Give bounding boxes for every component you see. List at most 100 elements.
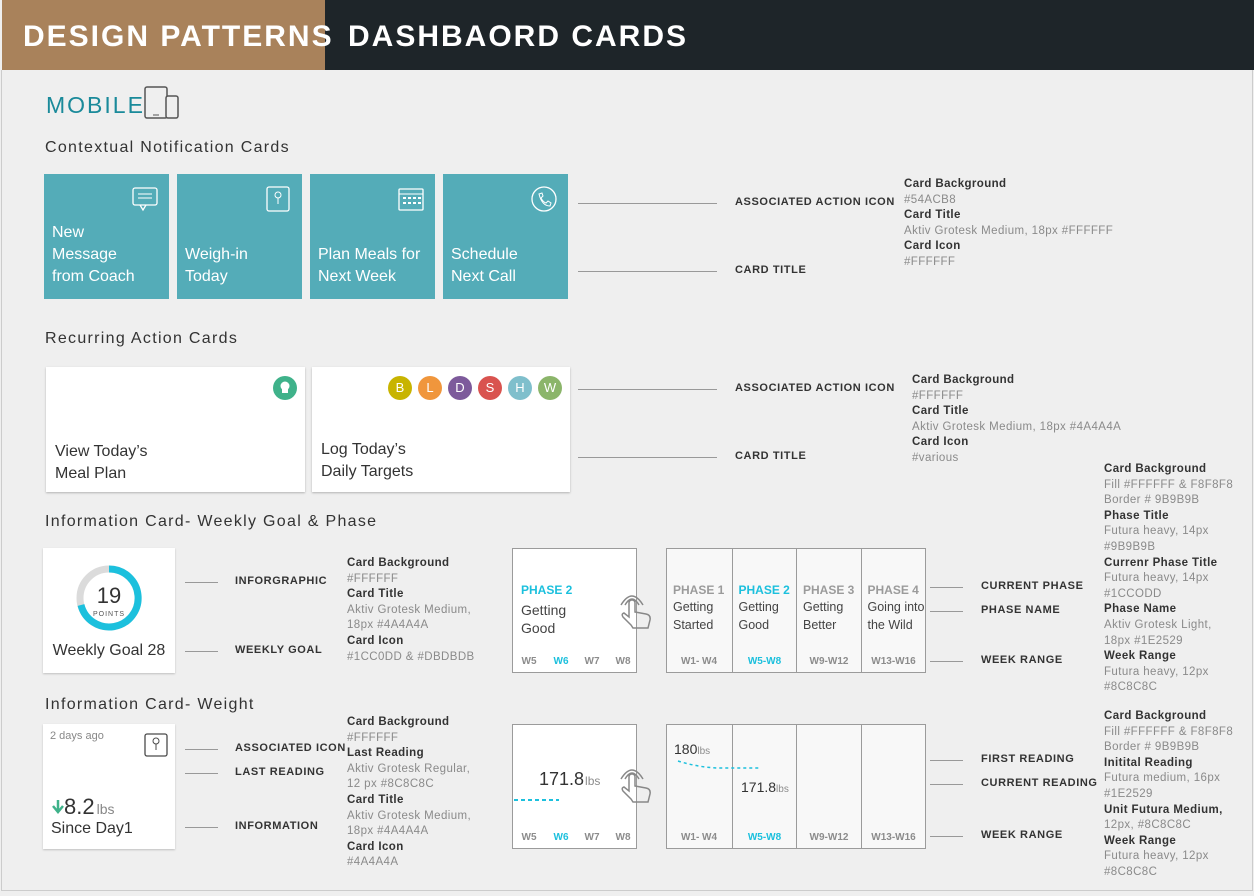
card-title: View Today’s Meal Plan (55, 441, 148, 485)
callout-line (930, 611, 963, 612)
section-title: Recurring Action Cards (45, 330, 239, 347)
notification-card: Plan Meals for Next Week (310, 174, 435, 299)
spec-label: Currenr Phase Title (1104, 556, 1218, 569)
spec-value: #FFFFFF (904, 255, 956, 268)
phase-name: Getting Good (521, 601, 566, 637)
meal-icon: W (538, 376, 562, 400)
first-unit: lbs (697, 746, 711, 757)
spec-label: Phase Name (1104, 603, 1177, 616)
week-label: W6 (553, 832, 569, 843)
phase-column: PHASE 4 Going into the Wild W13-W16 (860, 549, 926, 672)
week-column: W1- W4 (667, 725, 731, 848)
reading-unit: lbs (585, 774, 601, 788)
spec-label: Card Title (347, 793, 404, 806)
phase-name-line: Good (521, 620, 556, 636)
phase-name-line: Going into (867, 600, 925, 614)
callout-line (930, 587, 963, 588)
reading: 171.8lbs (539, 769, 600, 790)
spec-label: Week Range (1104, 650, 1177, 663)
spec-label: Initital Reading (1104, 756, 1193, 769)
spec-label: Card Title (347, 588, 404, 601)
platform-title: MOBILE (46, 92, 145, 118)
weight-small-card: 171.8lbs W5 W6 W7 W8 (512, 724, 651, 849)
phase-column: PHASE 1 Getting Started W1- W4 (667, 549, 731, 672)
spec-value: #9B9B9B (1104, 540, 1156, 553)
week-range: W13-W16 (871, 832, 916, 843)
card-title: Weigh-in Today (185, 244, 248, 288)
weight-card: 2 days ago 8.2 lbs Since Day1 (43, 724, 175, 849)
spec-value: #1CC0DD & #DBDBDB (347, 650, 475, 663)
first-reading: 180lbs (674, 741, 710, 757)
card-title-line: Log Today’s (321, 441, 406, 458)
spec-label: Phase Title (1104, 509, 1169, 522)
swipe-icon (611, 769, 657, 812)
spec-block: Card Background #54ACB8 Card Title Aktiv Gr… (904, 177, 1113, 271)
chef-icon (273, 376, 297, 405)
week-label: W8 (615, 832, 631, 843)
phase-name-line: Getting (803, 600, 844, 614)
spec-value: Futura heavy, 14px (1104, 525, 1209, 538)
card-title-line: Weigh-in (185, 246, 248, 263)
phase-name: Going into the Wild (868, 598, 925, 634)
spec-value: Fill #FFFFFF & F8F8F8 (1104, 478, 1234, 491)
callout-label: PHASE NAME (981, 604, 1061, 616)
notification-card: New Message from Coach (44, 174, 169, 299)
section-title: Information Card- Weekly Goal & Phase (45, 513, 378, 530)
spec-block: Card Background #FFFFFF Card Title Aktiv Gr… (347, 556, 475, 665)
spec-value: Aktiv Grotesk Medium, 18px #4A4A4A (912, 420, 1122, 433)
goal-unit: POINTS (92, 611, 126, 618)
card-title-line: from Coach (52, 268, 135, 285)
callout-line (578, 457, 717, 458)
callout-label: INFORMATION (235, 820, 319, 832)
reading-value: 171.8 (539, 769, 585, 789)
card-icon (264, 186, 292, 218)
spec-value: Futura medium, 16px (1104, 772, 1221, 785)
callout-label: WEEK RANGE (981, 654, 1063, 666)
action-card: View Today’s Meal Plan (46, 367, 305, 492)
current-reading: 171.8lbs (741, 779, 789, 795)
week-column: W5-W8 (731, 725, 797, 848)
week-label: W6 (553, 656, 569, 667)
current-unit: lbs (776, 784, 789, 795)
spec-value: #FFFFFF (347, 731, 399, 744)
callout-line (930, 760, 963, 761)
meal-icon: S (478, 376, 502, 400)
spec-label: Card Title (904, 209, 961, 222)
meal-icon: L (418, 376, 442, 400)
phase-name-line: the Wild (867, 618, 913, 632)
weight-value: 8.2 (64, 794, 95, 819)
card-title-line: Next Week (318, 268, 396, 285)
phase-name: Getting Better (803, 598, 843, 634)
goal-points: 19 (96, 583, 122, 608)
phase-name-line: Getting (521, 602, 567, 618)
spec-value: #various (912, 451, 959, 464)
card-title-line: Meal Plan (55, 465, 127, 482)
spec-value: 18px #4A4A4A (347, 825, 429, 838)
spec-value: Aktiv Grotesk Medium, (347, 809, 472, 822)
spec-value: 18px #1E2529 (1104, 634, 1183, 647)
week-label: W8 (615, 656, 631, 667)
week-column: W9-W12 (796, 725, 861, 848)
first-value: 180 (674, 741, 698, 757)
callout-label: WEEKLY GOAL (235, 644, 323, 656)
device-icon (144, 86, 180, 125)
phase-name-line: Getting (738, 600, 779, 614)
page-frame (1, 70, 1253, 891)
card-title: Schedule Next Call (451, 244, 518, 288)
card-title: Since Day1 (51, 820, 133, 837)
week-label: W5 (521, 832, 537, 843)
header-right (325, 0, 1254, 70)
spec-value: Aktiv Grotesk Light, (1104, 618, 1212, 631)
card-title-line: Daily Targets (321, 463, 414, 480)
phase-column: PHASE 3 Getting Better W9-W12 (796, 549, 861, 672)
spec-value: Aktiv Grotesk Regular, (347, 762, 471, 775)
callout-label: CURRENT READING (981, 777, 1098, 789)
phase-title: PHASE 2 (521, 583, 573, 597)
spec-label: Card Title (912, 405, 969, 418)
spec-value: #1E2529 (1104, 787, 1153, 800)
callout-line (578, 271, 717, 272)
spec-block: Card Background Fill #FFFFFF & F8F8F8 Bord… (1104, 709, 1233, 881)
phase-title: PHASE 4 (867, 583, 919, 597)
card-icon (530, 186, 558, 218)
card-icon (397, 186, 425, 218)
